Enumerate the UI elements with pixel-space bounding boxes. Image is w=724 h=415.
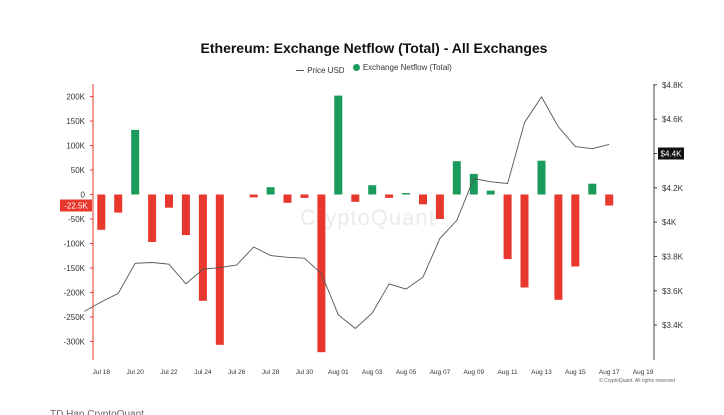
netflow-bars	[97, 95, 614, 353]
y-left-tick-label: -200K	[64, 288, 86, 297]
x-tick-label: Aug 07	[430, 369, 451, 376]
y-right-tick-label: $3.4K	[662, 321, 684, 330]
current-price-badge	[658, 147, 684, 160]
netflow-bar	[435, 194, 444, 219]
netflow-bar	[385, 194, 394, 198]
x-tick-label: Jul 18	[93, 369, 111, 376]
x-tick-label: Jul 28	[262, 369, 280, 376]
netflow-bar	[215, 194, 224, 345]
price-line-swatch	[296, 70, 305, 71]
y-left-tick-label: -100K	[64, 239, 86, 248]
netflow-bar	[520, 194, 529, 288]
y-left-tick-label: 200K	[66, 93, 85, 102]
y-right-tick-label: $4.6K	[662, 115, 684, 124]
y-left-tick-label: 50K	[71, 166, 86, 175]
legend-item-price[interactable]: Price USD	[296, 66, 345, 75]
x-tick-label: Jul 22	[160, 369, 178, 376]
x-tick-label: Aug 19	[633, 369, 654, 376]
x-tick-label: Jul 26	[228, 369, 246, 376]
y-left-tick-label: -150K	[64, 264, 86, 273]
axes	[90, 84, 657, 360]
y-left-tick-label: 100K	[66, 142, 85, 151]
y-right-tick-label: $3.8K	[662, 252, 684, 261]
y-left-tick-label: 0	[81, 191, 86, 200]
current-netflow-label: -22.5K	[64, 202, 88, 211]
netflow-bar	[554, 194, 563, 300]
netflow-bar	[334, 95, 343, 195]
netflow-bar	[503, 194, 512, 260]
current-price-label: $4.4K	[661, 150, 683, 159]
price-series	[84, 96, 610, 330]
netflow-bar	[402, 193, 410, 195]
axis-labels: 200K 150K 100K 50K 0 -50K -100K -150K -200K -250K…	[60, 81, 684, 376]
x-tick-label: Aug 03	[362, 369, 383, 376]
x-tick-label: Jul 20	[126, 369, 144, 376]
netflow-bar	[300, 194, 309, 198]
x-tick-label: Aug 13	[531, 369, 552, 376]
y-left-tick-label: -300K	[64, 337, 86, 346]
y-right-tick-label: $4K	[662, 218, 677, 227]
price-line	[84, 96, 610, 330]
x-tick-label: Jul 24	[194, 369, 212, 376]
netflow-bar	[97, 194, 106, 230]
legend-label-netflow: Exchange Netflow (Total)	[362, 63, 452, 72]
netflow-bar	[283, 194, 292, 203]
netflow-bar	[351, 194, 360, 202]
x-tick-label: Aug 01	[328, 369, 349, 376]
legend-item-netflow[interactable]: Exchange Netflow (Total)	[352, 63, 452, 72]
x-tick-label: Aug 15	[565, 369, 586, 376]
netflow-bar	[368, 185, 377, 195]
netflow-bar	[165, 194, 173, 208]
netflow-bar	[469, 173, 478, 195]
netflow-bar	[486, 190, 495, 195]
x-tick-label: Aug 11	[498, 369, 519, 376]
netflow-bar	[148, 194, 157, 242]
legend-label-price: Price USD	[307, 66, 345, 75]
netflow-bar	[537, 160, 546, 195]
netflow-bar	[266, 187, 275, 195]
netflow-bar	[181, 194, 190, 236]
y-left-tick-label: -250K	[64, 313, 86, 322]
netflow-bar	[452, 161, 461, 195]
netflow-bar	[114, 194, 123, 213]
x-tick-label: Aug 09	[463, 369, 484, 376]
y-right-tick-label: $4.2K	[662, 184, 684, 193]
y-right-tick-label: $3.6K	[662, 287, 684, 296]
netflow-bar	[419, 194, 427, 205]
copyright-text: © CryptoQuant. All rights reserved	[599, 378, 675, 384]
netflow-bar	[605, 194, 614, 206]
y-left-tick-label: -50K	[68, 215, 86, 224]
x-tick-label: Aug 17	[599, 369, 620, 376]
bottom-overlay-text: TD Han CryptoQuant	[50, 409, 144, 415]
current-netflow-badge	[60, 199, 92, 212]
netflow-bar	[198, 194, 207, 301]
netflow-dot-swatch	[352, 64, 360, 71]
y-right-tick-label: $4.8K	[662, 81, 684, 90]
netflow-bar	[571, 194, 580, 267]
netflow-bar	[588, 183, 597, 195]
chart-title: Ethereum: Exchange Netflow (Total) - All…	[200, 40, 548, 56]
x-tick-label: Aug 05	[396, 369, 417, 376]
netflow-bar	[249, 194, 258, 198]
netflow-bar	[131, 129, 140, 195]
y-left-tick-label: 150K	[66, 117, 85, 126]
x-tick-label: Jul 30	[296, 369, 314, 376]
legend: Price USD Exchange Netflow (Total)	[0, 63, 724, 75]
